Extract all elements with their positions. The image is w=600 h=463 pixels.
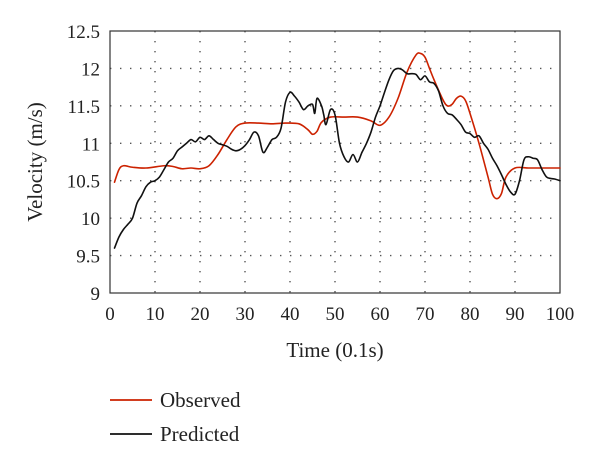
plot-area-frame — [109, 30, 561, 294]
y-tick-labels: 9 9.5 10 10.5 11 11.5 12 12.5 — [67, 22, 100, 305]
y-tick-label: 11 — [82, 134, 100, 155]
legend-label-observed: Observed — [160, 388, 241, 412]
y-tick-label: 10 — [81, 209, 100, 230]
x-tick-labels: 0 10 20 30 40 50 60 70 80 90 100 — [105, 304, 574, 325]
series-line-observed — [113, 52, 561, 200]
x-tick-label: 20 — [191, 304, 210, 325]
x-tick-label: 70 — [416, 304, 435, 325]
legend-label-predicted: Predicted — [160, 422, 240, 446]
x-tick-label: 50 — [326, 304, 345, 325]
x-axis-title: Time (0.1s) — [286, 338, 383, 362]
x-tick-label: 80 — [461, 304, 480, 325]
legend: Observed Predicted — [110, 388, 241, 446]
y-tick-label: 12.5 — [67, 22, 100, 43]
y-axis-title: Velocity (m/s) — [23, 102, 47, 222]
series-lines — [113, 52, 561, 249]
y-tick-label: 9.5 — [76, 247, 100, 268]
x-tick-label: 60 — [371, 304, 390, 325]
x-tick-label: 100 — [546, 304, 575, 325]
x-tick-label: 0 — [105, 304, 115, 325]
y-tick-label: 9 — [91, 284, 101, 305]
x-tick-label: 10 — [146, 304, 165, 325]
x-tick-label: 40 — [281, 304, 300, 325]
y-tick-label: 11.5 — [67, 97, 100, 118]
grid-lines — [110, 31, 560, 293]
y-tick-label: 10.5 — [67, 172, 100, 193]
x-tick-label: 30 — [236, 304, 255, 325]
x-tick-label: 90 — [506, 304, 525, 325]
series-line-predicted — [113, 67, 561, 249]
y-tick-label: 12 — [81, 59, 100, 80]
